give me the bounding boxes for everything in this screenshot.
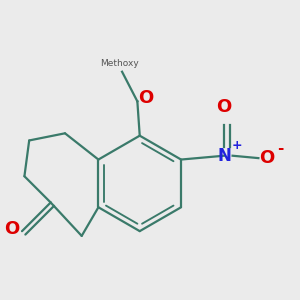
Text: N: N	[217, 147, 231, 165]
Text: -: -	[277, 141, 283, 156]
Text: O: O	[138, 88, 154, 106]
Text: Methoxy: Methoxy	[100, 58, 139, 68]
Text: +: +	[232, 139, 243, 152]
Text: O: O	[259, 149, 274, 167]
Text: O: O	[4, 220, 19, 238]
Text: O: O	[216, 98, 232, 116]
